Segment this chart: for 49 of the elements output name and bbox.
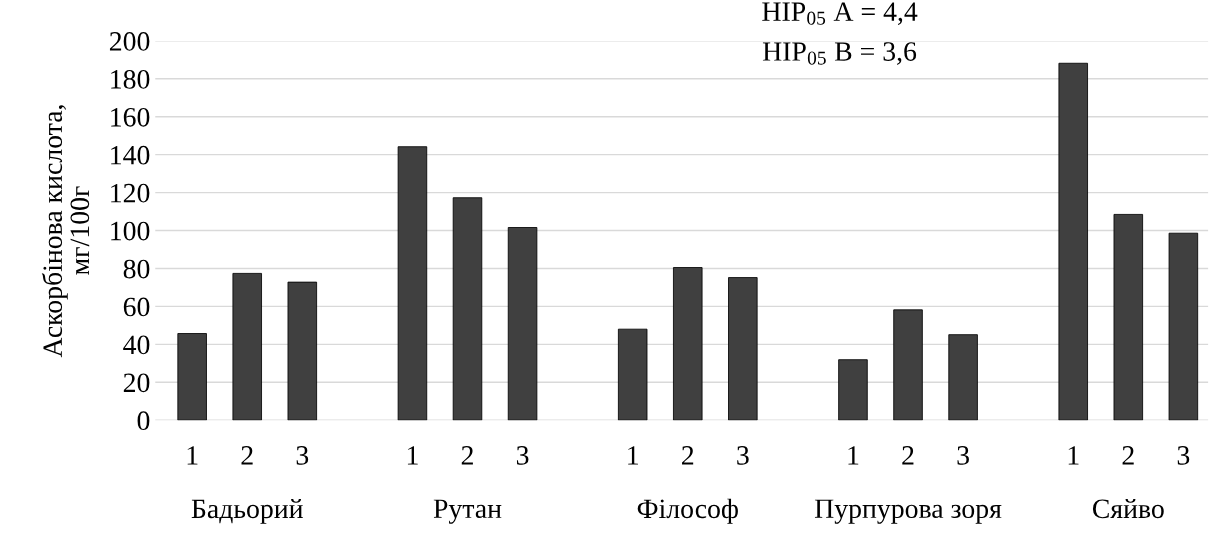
x-tick-label: 3 [296, 446, 309, 465]
y-tick-label: 80 [123, 259, 150, 279]
text: Бадьорий [191, 498, 303, 524]
bar [838, 359, 868, 421]
x-tick-label: 3 [1177, 446, 1190, 465]
x-tick-label: 2 [241, 446, 253, 465]
bar [948, 334, 978, 421]
y-tick-label: 60 [123, 297, 150, 317]
x-tick-label: 2 [461, 446, 473, 465]
x-tick-label: 3 [516, 446, 529, 465]
y-tick-label: 20 [123, 373, 150, 393]
text: НІР$_{05}$ А = 4,4 [762, 2, 918, 25]
x-tick-label: 3 [737, 446, 749, 465]
text: Філософ [637, 498, 738, 524]
bar [287, 281, 318, 421]
y-tick-label: 100 [111, 221, 150, 241]
bar [1058, 62, 1088, 421]
y-tick-label: 40 [123, 335, 150, 355]
y-tick-label: 120 [111, 183, 150, 203]
x-tick-label: 3 [957, 446, 969, 465]
bar [893, 309, 923, 421]
y-tick-label: 180 [111, 69, 150, 89]
y-tick-label: 200 [109, 32, 150, 51]
x-tick-label: 1 [848, 446, 859, 465]
x-tick-label: 1 [1068, 446, 1079, 465]
y-tick-label: 0 [137, 411, 150, 431]
x-tick-label: 1 [628, 446, 638, 465]
x-tick-label: 2 [902, 446, 914, 465]
x-tick-label: 2 [682, 446, 694, 465]
bar [728, 277, 758, 421]
bar [1113, 213, 1144, 421]
x-tick-label: 2 [1122, 446, 1134, 465]
y-axis-title: Аскорбінова кислота, мг/100г [41, 105, 90, 358]
y-tick-label: 140 [111, 145, 150, 165]
text: Сяйво [1092, 498, 1164, 519]
annotation: НІР$_{05}$ В = 3,6 [762, 42, 917, 65]
bar [507, 227, 538, 421]
x-tick-label: 1 [407, 446, 418, 465]
y-tick-label: 160 [111, 107, 150, 127]
bar [397, 146, 428, 421]
bar [617, 328, 648, 421]
text: Рутан [433, 499, 502, 524]
bar [1168, 232, 1199, 421]
bar [232, 272, 262, 421]
bar [452, 197, 483, 421]
x-tick-label: 1 [187, 446, 198, 465]
bar [673, 267, 703, 421]
bar [177, 333, 207, 421]
text: Пурпурова зоря [814, 499, 1002, 524]
